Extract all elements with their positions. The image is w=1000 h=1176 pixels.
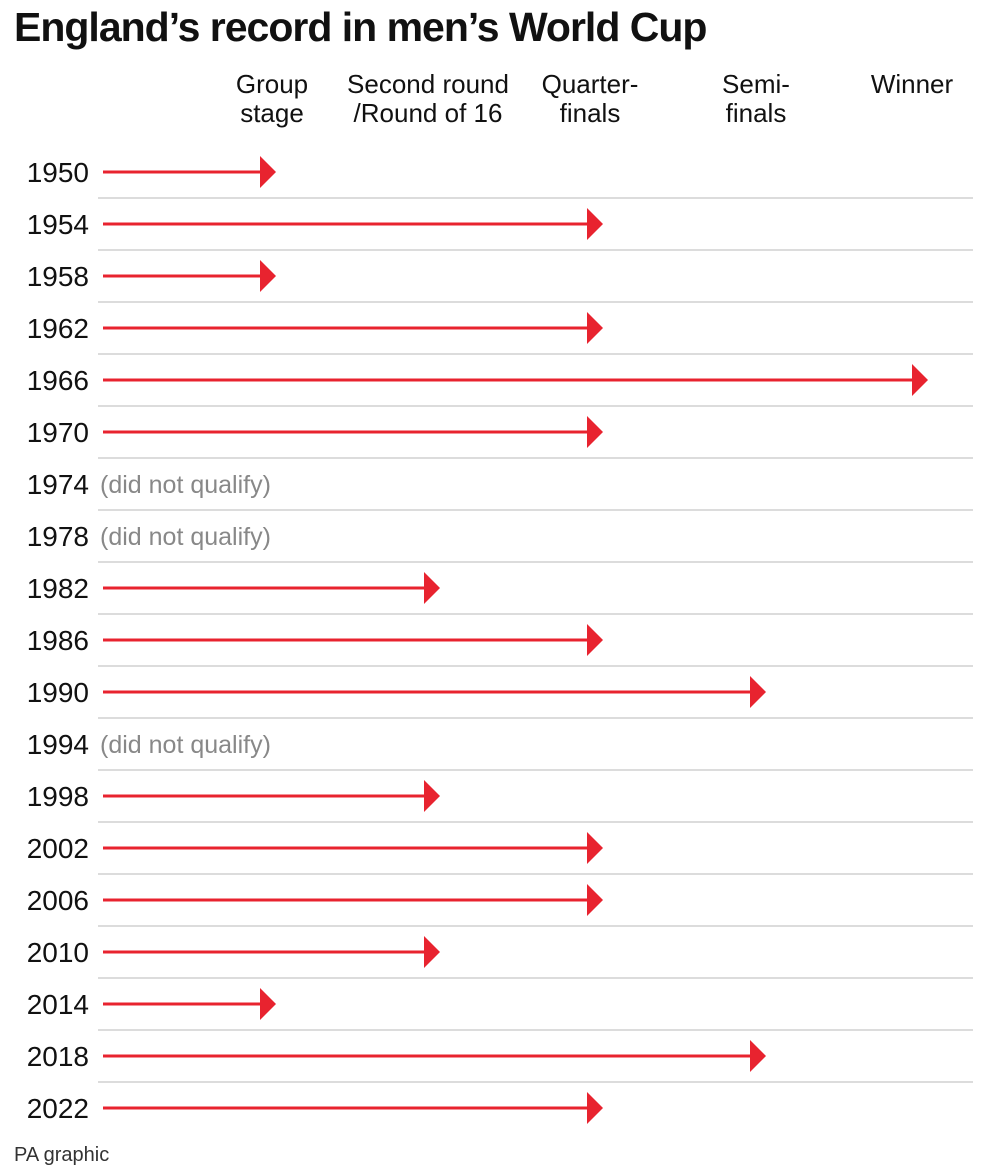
result-arrow-1966: [103, 364, 928, 396]
result-arrow-1962: [103, 312, 603, 344]
year-label-1986: 1986: [27, 625, 89, 656]
year-label-1958: 1958: [27, 261, 89, 292]
stage-label-group: Group stage: [235, 69, 309, 128]
result-arrow-1990: [103, 676, 766, 708]
year-label-1974: 1974: [27, 469, 89, 500]
result-arrow-2014: [103, 988, 276, 1020]
stage-label-quarter-finals: Quarter- finals: [541, 69, 639, 128]
year-label-2018: 2018: [27, 1041, 89, 1072]
year-label-2006: 2006: [27, 885, 89, 916]
stage-label-semi-finals: Semi- finals: [722, 69, 790, 128]
result-arrow-1998: [103, 780, 440, 812]
year-label-2010: 2010: [27, 937, 89, 968]
did-not-qualify-note-1974: (did not qualify): [100, 471, 271, 499]
source-credit: PA graphic: [14, 1144, 110, 1166]
result-arrow-2018: [103, 1040, 766, 1072]
year-label-1950: 1950: [27, 157, 89, 188]
did-not-qualify-note-1994: (did not qualify): [100, 731, 271, 759]
year-label-1966: 1966: [27, 365, 89, 396]
result-arrow-2010: [103, 936, 440, 968]
year-label-1990: 1990: [27, 677, 89, 708]
result-arrow-1970: [103, 416, 603, 448]
year-label-1954: 1954: [27, 209, 89, 240]
result-arrow-2002: [103, 832, 603, 864]
year-label-2014: 2014: [27, 989, 89, 1020]
did-not-qualify-note-1978: (did not qualify): [100, 523, 271, 551]
year-label-1962: 1962: [27, 313, 89, 344]
year-label-1998: 1998: [27, 781, 89, 812]
stage-label-round-of-16: Second round /Round of 16: [347, 69, 509, 128]
stage-label-winner: Winner: [870, 69, 954, 99]
chart-title: England’s record in men’s World Cup: [14, 4, 707, 50]
result-arrow-1954: [103, 208, 603, 240]
result-arrow-1986: [103, 624, 603, 656]
result-arrow-1982: [103, 572, 440, 604]
year-label-2002: 2002: [27, 833, 89, 864]
year-label-2022: 2022: [27, 1093, 89, 1124]
result-arrow-2022: [103, 1092, 603, 1124]
year-label-1978: 1978: [27, 521, 89, 552]
year-label-1994: 1994: [27, 729, 89, 760]
result-arrow-1958: [103, 260, 276, 292]
result-arrow-2006: [103, 884, 603, 916]
result-arrow-1950: [103, 156, 276, 188]
year-label-1982: 1982: [27, 573, 89, 604]
year-label-1970: 1970: [27, 417, 89, 448]
